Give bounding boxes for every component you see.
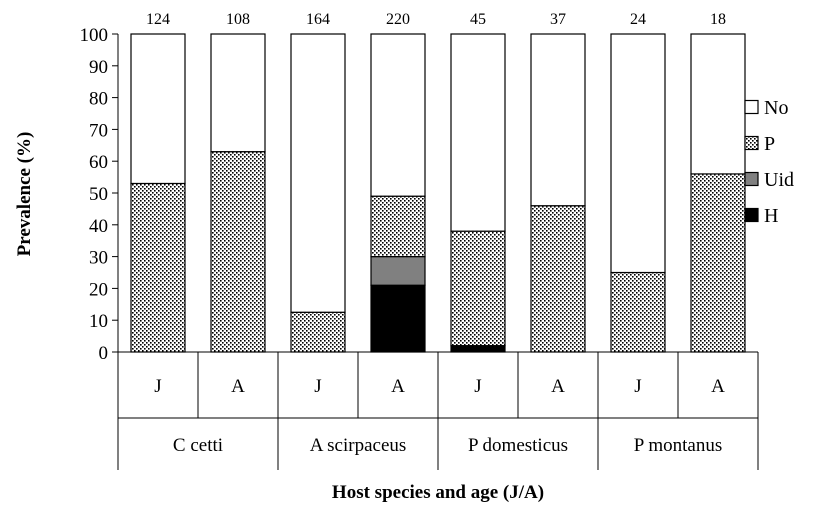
bar-segment-p [450, 230, 506, 347]
sample-size-label: 18 [710, 11, 726, 28]
group-label: P montanus [634, 435, 723, 456]
bar-segment-no [130, 33, 186, 185]
legend-swatch [744, 135, 759, 151]
legend-label: Uid [764, 169, 794, 191]
bar-segment-no [290, 33, 346, 313]
sample-size-label: 45 [470, 11, 486, 28]
y-tick-label: 0 [99, 343, 109, 364]
legend-label: No [764, 97, 788, 119]
y-tick-label: 50 [89, 184, 108, 205]
legend-swatch [744, 99, 759, 115]
category-label: J [634, 376, 641, 397]
category-label: A [391, 376, 405, 397]
sample-size-label: 108 [226, 11, 250, 28]
y-tick-label: 60 [89, 152, 108, 173]
category-label: J [314, 376, 321, 397]
bar-segment-no [690, 33, 746, 175]
bar-segment-no [610, 33, 666, 274]
bar-segment-h [450, 345, 506, 353]
plot-area: 0 10 20 30 40 50 60 70 80 90 100 124 J 108 A 164 J 220 A 45… [80, 11, 794, 470]
y-tick-label: 30 [89, 248, 108, 269]
category-label: A [231, 376, 245, 397]
y-axis-title: Prevalence (%) [14, 132, 35, 257]
group-label: P domesticus [468, 435, 568, 456]
bar-segment-p [290, 311, 346, 353]
bar-segment-p [210, 151, 266, 353]
sample-size-label: 220 [386, 11, 410, 28]
bar-segment-no [370, 33, 426, 197]
sample-size-label: 24 [630, 11, 646, 28]
bar-segment-no [450, 33, 506, 232]
category-label: A [551, 376, 565, 397]
bar-segment-p [530, 205, 586, 353]
y-tick-label: 10 [89, 311, 108, 332]
bar-segment-h [370, 284, 426, 353]
bar-segment-p [370, 195, 426, 258]
bar-segment-p [610, 271, 666, 353]
category-label: A [711, 376, 725, 397]
bar-segment-p [690, 173, 746, 353]
sample-size-label: 164 [306, 11, 330, 28]
group-label: A scirpaceus [310, 435, 407, 456]
bar-segment-no [530, 33, 586, 207]
legend-swatch [744, 207, 759, 223]
x-axis-title: Host species and age (J/A) [332, 482, 544, 503]
legend-swatch [744, 171, 759, 187]
y-tick-label: 40 [89, 216, 108, 237]
legend-label: P [764, 133, 775, 155]
sample-size-label: 37 [550, 11, 566, 28]
y-tick-label: 100 [80, 25, 109, 46]
category-label: J [154, 376, 161, 397]
y-tick-label: 70 [89, 120, 108, 141]
bar-segment-no [210, 33, 266, 153]
sample-size-label: 124 [146, 11, 170, 28]
y-tick-label: 80 [89, 89, 108, 110]
y-tick-label: 20 [89, 279, 108, 300]
bar-segment-p [130, 182, 186, 353]
group-label: C cetti [173, 435, 223, 456]
y-tick-label: 90 [89, 57, 108, 78]
bar-segment-uid [370, 256, 426, 286]
category-label: J [474, 376, 481, 397]
legend-label: H [764, 205, 778, 227]
